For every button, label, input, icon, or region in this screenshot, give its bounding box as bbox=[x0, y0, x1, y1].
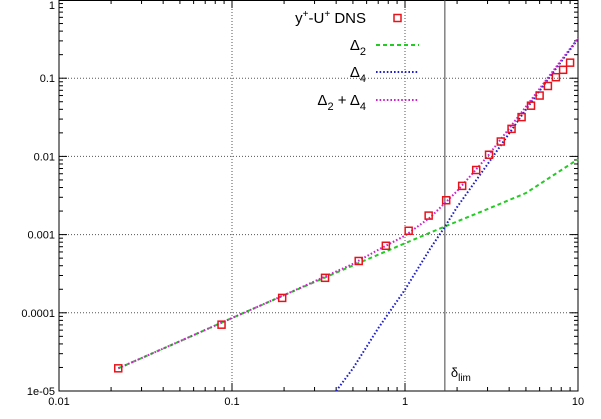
y-tick-label: 0.001 bbox=[27, 230, 55, 242]
data-point bbox=[320, 273, 330, 283]
series-line-2 bbox=[335, 38, 579, 392]
legend-label-3: Δ2 + Δ4 bbox=[317, 92, 366, 113]
y-tick-label: 0.01 bbox=[34, 151, 55, 163]
data-point bbox=[496, 137, 506, 146]
data-point bbox=[526, 101, 536, 110]
data-point bbox=[551, 72, 561, 82]
data-point bbox=[457, 181, 467, 191]
legend-marker-0 bbox=[393, 13, 402, 23]
data-point bbox=[404, 226, 413, 236]
data-point bbox=[471, 165, 481, 175]
data-point bbox=[558, 65, 568, 75]
data-point bbox=[441, 195, 451, 205]
data-point bbox=[535, 91, 544, 100]
y-tick-label: 1 bbox=[49, 0, 55, 12]
series-line-3 bbox=[117, 37, 579, 370]
legend-label-1: Δ2 bbox=[350, 37, 366, 58]
data-point bbox=[113, 364, 123, 373]
legend-label-2: Δ4 bbox=[350, 64, 366, 85]
y-tick-label: 1e-05 bbox=[27, 386, 55, 398]
delta-lim-label: δlim bbox=[451, 365, 471, 384]
data-point bbox=[354, 256, 363, 266]
data-point bbox=[517, 112, 526, 122]
x-tick-label: 0.01 bbox=[48, 396, 69, 408]
data-point bbox=[565, 58, 575, 67]
data-point bbox=[217, 320, 226, 329]
data-point bbox=[424, 211, 433, 220]
data-point bbox=[381, 241, 391, 251]
x-tick-label: 1 bbox=[402, 396, 408, 408]
y-tick-label: 0.0001 bbox=[21, 308, 55, 320]
data-point bbox=[543, 81, 553, 91]
series-line-1 bbox=[117, 158, 579, 370]
x-tick-label: 0.1 bbox=[224, 396, 239, 408]
legend-label-0: y+-U+ DNS bbox=[295, 9, 366, 27]
data-point bbox=[484, 150, 494, 159]
data-point bbox=[507, 124, 516, 134]
x-tick-label: 10 bbox=[572, 396, 584, 408]
data-point bbox=[277, 293, 287, 303]
y-tick-label: 0.1 bbox=[40, 73, 55, 85]
plot-frame bbox=[58, 0, 579, 392]
